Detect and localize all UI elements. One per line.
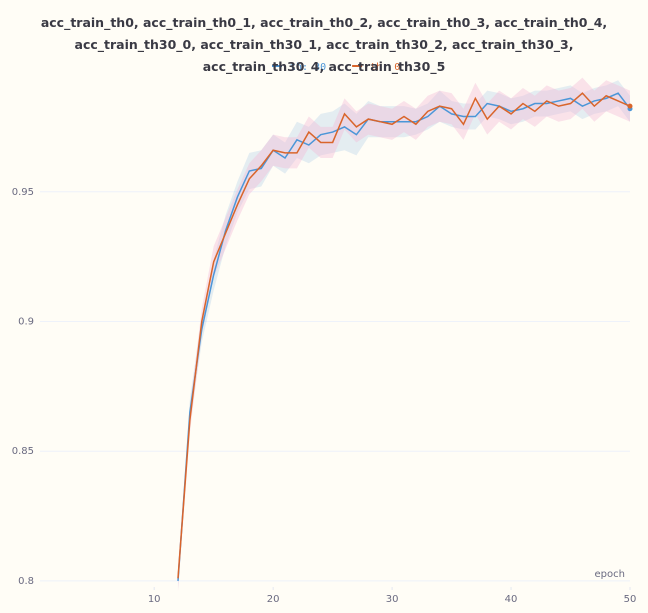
confidence-band [177,80,630,589]
y-tick-label: 0.9 [18,316,34,327]
chart-title: acc_train_th0, acc_train_th0_1, acc_trai… [40,15,608,74]
series-line [177,92,631,581]
x-tick-label: 40 [505,594,518,605]
x-tick-label: 20 [267,594,280,605]
series-line [177,92,631,579]
x-axis-label: epoch [595,569,625,580]
x-tick-label: 10 [148,594,161,605]
legend-label: th: 0 [370,62,400,73]
y-tick-label: 0.8 [18,576,34,587]
confidence-band [177,77,630,592]
y-tick-label: 0.85 [12,446,34,457]
x-tick-label: 50 [624,594,637,605]
end-point [627,103,633,109]
y-tick-label: 0.95 [12,187,34,198]
legend-label: th: 30 [290,62,326,73]
x-tick-label: 30 [386,594,399,605]
